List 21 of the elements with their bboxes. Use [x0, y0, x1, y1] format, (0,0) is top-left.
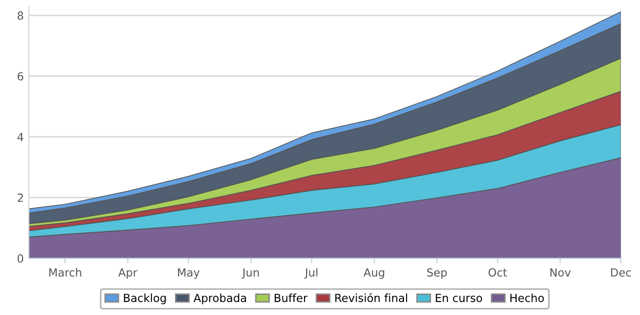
y-tick-label: 2: [18, 194, 23, 202]
x-tick-label: Dec: [611, 268, 631, 277]
x-tick-label: March: [49, 268, 82, 277]
x-tick-label: Jun: [242, 268, 259, 279]
x-tick-label: Oct: [488, 268, 507, 277]
y-tick-label: 6: [18, 72, 24, 81]
x-tick-label: Sep: [427, 268, 447, 279]
legend-label: Hecho: [510, 294, 544, 302]
legend-label: Buffer: [274, 294, 308, 302]
legend-label: Backlog: [124, 294, 166, 304]
legend-label: Revisión final: [335, 293, 408, 302]
x-tick-label: May: [178, 268, 200, 279]
legend-label: Aprobada: [194, 294, 246, 304]
y-tick-label: 8: [18, 11, 24, 20]
y-tick-label: 0: [18, 254, 24, 263]
x-tick-label: Aug: [364, 268, 384, 279]
legend-label: En curso: [436, 294, 482, 302]
x-tick-label: Nov: [550, 268, 571, 277]
x-tick-label: Jul: [304, 268, 318, 279]
y-tick-label: 4: [17, 132, 24, 142]
x-tick-label: Apr: [118, 268, 138, 279]
